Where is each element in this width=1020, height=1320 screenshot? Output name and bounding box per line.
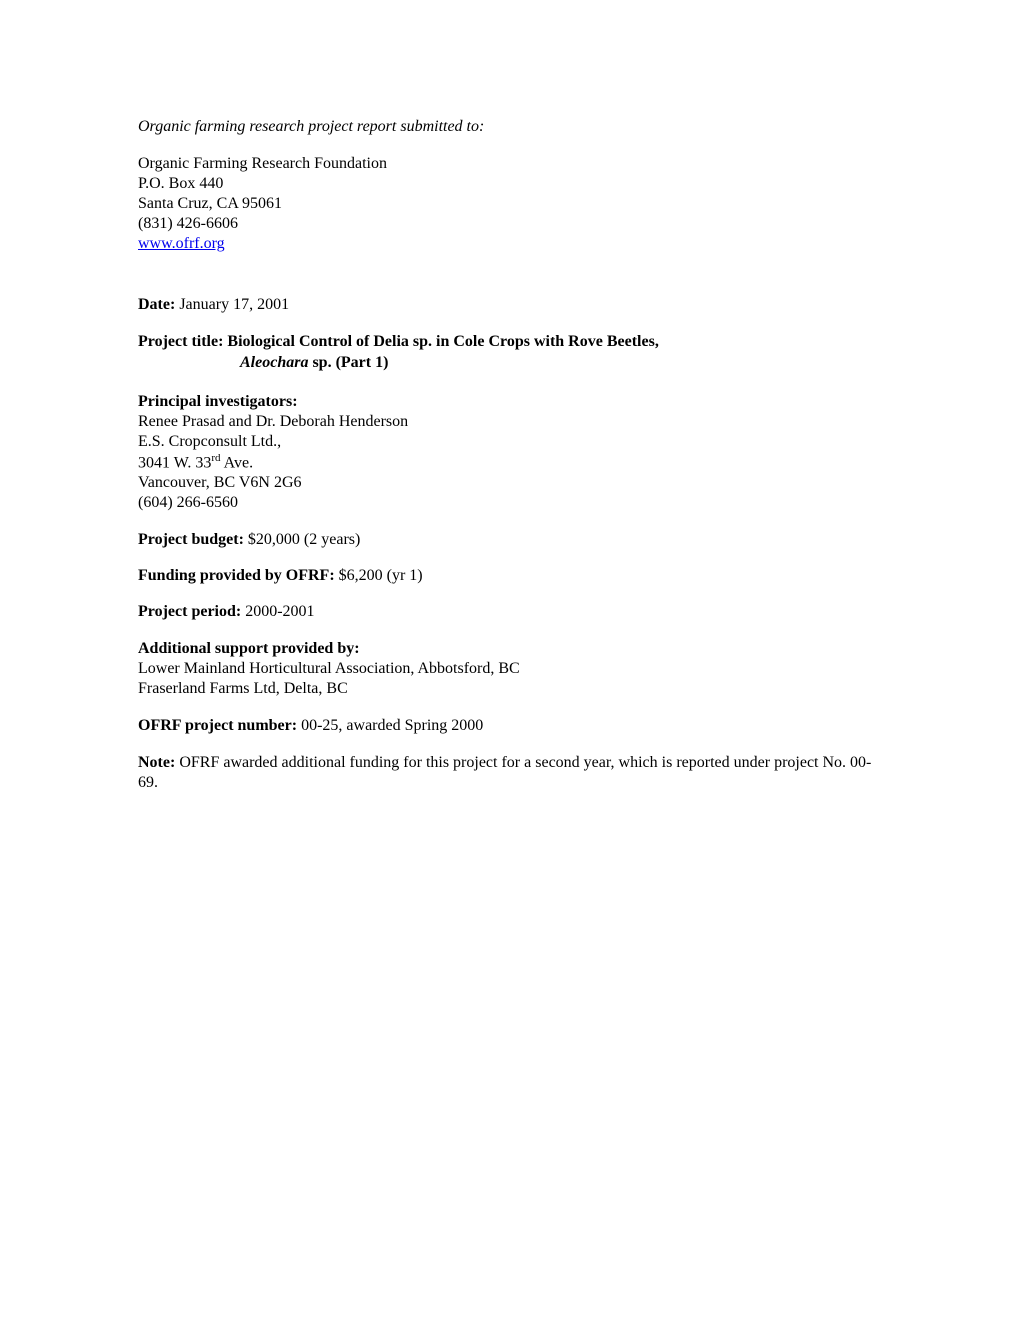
note-value: OFRF awarded additional funding for this… (138, 754, 871, 791)
website-link[interactable]: www.ofrf.org (138, 235, 225, 252)
funding-label: Funding provided by OFRF: (138, 567, 335, 584)
investigators-phone: (604) 266-6560 (138, 493, 882, 513)
date-value: January 17, 2001 (175, 296, 289, 313)
date-line: Date: January 17, 2001 (138, 296, 882, 314)
investigators-company: E.S. Cropconsult Ltd., (138, 432, 882, 452)
support-line-1: Lower Mainland Horticultural Association… (138, 659, 882, 679)
note-label: Note: (138, 754, 175, 771)
project-number-label: OFRF project number: (138, 717, 297, 734)
title-line-1: Biological Control of Delia sp. in Cole … (227, 333, 658, 350)
investigators-names: Renee Prasad and Dr. Deborah Henderson (138, 412, 882, 432)
support-label: Additional support provided by: (138, 639, 882, 659)
support-block: Additional support provided by: Lower Ma… (138, 639, 882, 699)
support-line-2: Fraserland Farms Ltd, Delta, BC (138, 679, 882, 699)
address-block: Organic Farming Research Foundation P.O.… (138, 154, 882, 254)
org-name: Organic Farming Research Foundation (138, 154, 882, 174)
investigators-label: Principal investigators: (138, 392, 882, 412)
street-a: 3041 W. 33 (138, 454, 211, 471)
budget-label: Project budget: (138, 531, 244, 548)
investigators-address: 3041 W. 33rd Ave. (138, 452, 882, 473)
title-line-2: Aleochara sp. (Part 1) (138, 353, 882, 374)
investigators-block: Principal investigators: Renee Prasad an… (138, 392, 882, 513)
intro-text: Organic farming research project report … (138, 118, 882, 136)
funding-value: $6,200 (yr 1) (335, 567, 423, 584)
note-block: Note: OFRF awarded additional funding fo… (138, 753, 882, 793)
period-line: Project period: 2000-2001 (138, 603, 882, 621)
title-prefix: Project title: (138, 333, 227, 350)
budget-value: $20,000 (2 years) (244, 531, 360, 548)
title-italic-species: Aleochara (240, 354, 308, 371)
date-label: Date: (138, 296, 175, 313)
street-ordinal: rd (211, 452, 220, 464)
funding-line: Funding provided by OFRF: $6,200 (yr 1) (138, 567, 882, 585)
phone: (831) 426-6606 (138, 214, 882, 234)
po-box: P.O. Box 440 (138, 174, 882, 194)
document-page: Organic farming research project report … (0, 0, 1020, 873)
project-number-value: 00-25, awarded Spring 2000 (297, 717, 483, 734)
title-rest: sp. (Part 1) (308, 354, 388, 371)
city-state-zip: Santa Cruz, CA 95061 (138, 194, 882, 214)
budget-line: Project budget: $20,000 (2 years) (138, 531, 882, 549)
investigators-city: Vancouver, BC V6N 2G6 (138, 473, 882, 493)
period-value: 2000-2001 (241, 603, 314, 620)
project-title-block: Project title: Biological Control of Del… (138, 332, 882, 374)
period-label: Project period: (138, 603, 241, 620)
street-b: Ave. (221, 454, 254, 471)
project-number-line: OFRF project number: 00-25, awarded Spri… (138, 717, 882, 735)
